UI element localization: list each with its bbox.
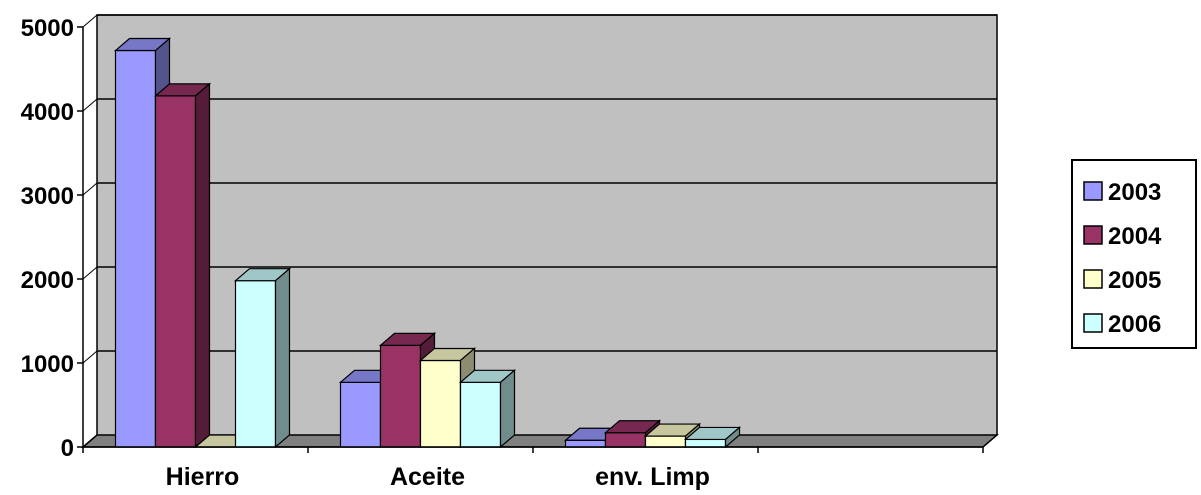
legend-swatch-2006 bbox=[1083, 313, 1103, 333]
y-tick-label: 1000 bbox=[21, 351, 74, 378]
legend-swatch-2004 bbox=[1083, 225, 1103, 245]
axes-group bbox=[77, 26, 984, 453]
side-gridline bbox=[82, 14, 98, 28]
legend-swatch-2005 bbox=[1083, 269, 1103, 289]
legend-label-2004: 2004 bbox=[1108, 223, 1162, 250]
side-gridline bbox=[82, 350, 98, 364]
y-tick-label: 5000 bbox=[21, 15, 74, 42]
bars-group bbox=[113, 37, 742, 449]
y-tick-labels: 0 1000 2000 3000 4000 5000 bbox=[21, 15, 74, 462]
y-tick-label: 2000 bbox=[21, 267, 74, 294]
bar-2006-env. Limp bbox=[683, 426, 742, 449]
x-category-labels: Hierro Aceite env. Limp bbox=[166, 463, 710, 491]
legend-swatch-2003 bbox=[1083, 181, 1103, 201]
y-tick-label: 3000 bbox=[21, 183, 74, 210]
legend-label-2006: 2006 bbox=[1108, 311, 1161, 338]
side-gridline bbox=[82, 98, 98, 112]
bar-2006-Aceite bbox=[458, 369, 517, 449]
plot-back-wall bbox=[97, 15, 997, 435]
y-tick-label: 4000 bbox=[21, 99, 74, 126]
x-category-label: Aceite bbox=[390, 463, 465, 491]
bar-2004-Hierro bbox=[153, 82, 212, 449]
legend-label-2005: 2005 bbox=[1108, 267, 1161, 294]
side-gridline bbox=[82, 266, 98, 280]
x-category-label: env. Limp bbox=[595, 463, 710, 491]
legend-label-2003: 2003 bbox=[1108, 179, 1161, 206]
y-tick-label: 0 bbox=[61, 435, 74, 462]
side-gridline bbox=[82, 182, 98, 196]
bar-2006-Hierro bbox=[233, 267, 292, 449]
x-category-label: Hierro bbox=[166, 463, 240, 491]
legend: 2003 2004 2005 2006 bbox=[1071, 159, 1197, 349]
